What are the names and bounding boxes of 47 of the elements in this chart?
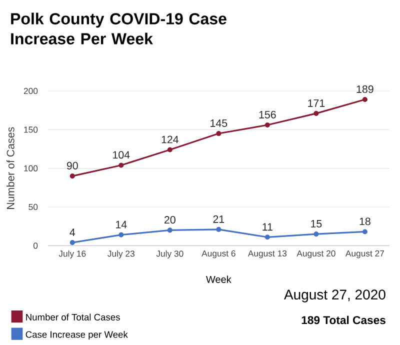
x-axis-title: Week [206, 276, 232, 283]
x-tick-label: July 23 [108, 250, 134, 258]
point [314, 110, 319, 116]
point [216, 226, 222, 232]
data-label: 21 [213, 215, 224, 223]
point [118, 162, 124, 168]
x-tick-label: August 20 [296, 250, 336, 258]
point [264, 234, 270, 240]
data-label: 124 [162, 136, 178, 144]
text: 189 Total Cases [302, 316, 386, 324]
x-tick-label: July 30 [156, 250, 184, 258]
y-axis-title: Number of Cases [6, 127, 14, 209]
data-label: 20 [164, 216, 176, 224]
chart-title: Polk County COVID-19 Case Increase Per Week [11, 12, 226, 44]
data-label: 4 [70, 228, 76, 236]
point [167, 228, 172, 233]
data-label: 11 [262, 223, 272, 231]
y-tick-label: 0 [33, 242, 38, 249]
point [216, 130, 222, 136]
data-label: 18 [360, 218, 370, 226]
point [118, 232, 124, 238]
point [70, 174, 75, 179]
x-tick-label: August 13 [248, 250, 287, 258]
data-label: 156 [259, 110, 276, 118]
point [70, 240, 75, 246]
point [314, 232, 319, 237]
legend-label: Case Increase per Week [26, 330, 128, 340]
y-tick-label: 50 [28, 204, 38, 210]
x-tick-label: August 27 [345, 250, 384, 258]
data-label: 90 [66, 162, 78, 170]
data-label: 14 [116, 220, 127, 228]
x-tick-label: July 16 [58, 250, 86, 258]
point [362, 96, 368, 102]
y-tick-label: 100 [24, 165, 38, 172]
data-label: 15 [311, 220, 322, 228]
y-tick-label: 150 [24, 126, 38, 133]
data-label: 145 [210, 119, 228, 127]
legend-label: Number of Total Cases [26, 314, 120, 320]
point [167, 147, 172, 152]
y-tick-label: 200 [24, 88, 38, 94]
x-tick-label: August 6 [202, 250, 236, 258]
point [362, 229, 368, 234]
text: August 27, 2020 [284, 290, 386, 302]
point [264, 122, 270, 128]
data-label: 171 [308, 99, 325, 107]
data-label: 104 [113, 151, 130, 159]
data-label: 189 [356, 85, 374, 93]
